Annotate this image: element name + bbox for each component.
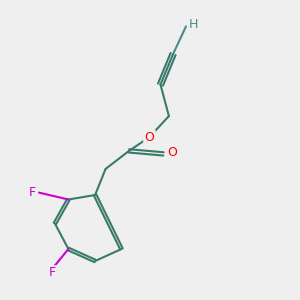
Text: O: O bbox=[145, 130, 154, 144]
Text: F: F bbox=[29, 186, 36, 199]
Text: F: F bbox=[49, 266, 56, 280]
Text: O: O bbox=[167, 146, 177, 159]
Text: H: H bbox=[189, 18, 198, 32]
